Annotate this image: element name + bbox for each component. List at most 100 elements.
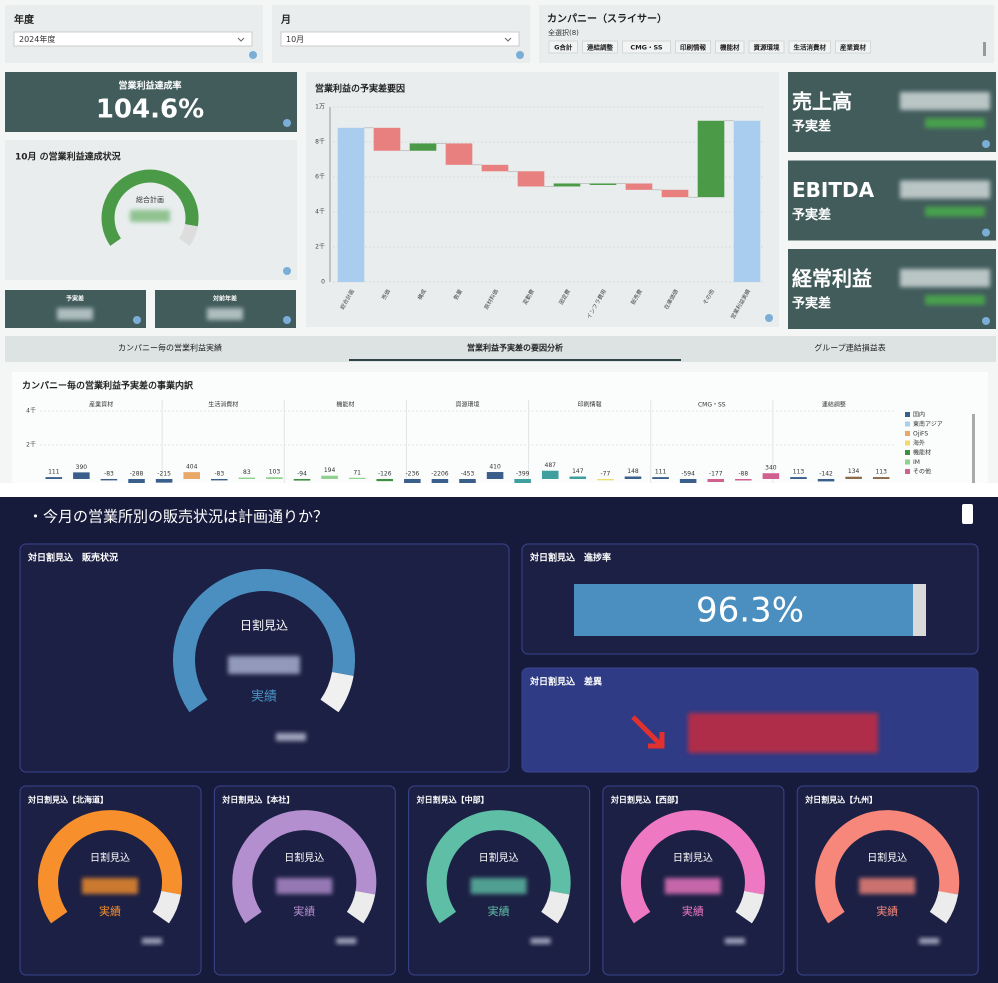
y-tick-label: 6千 [315,173,325,181]
gauge-rest [152,890,181,924]
legend-label: OjiFS [913,431,928,438]
gauge-arc [173,569,356,713]
blurred-value [900,269,990,287]
data-label: 83 [243,469,251,476]
facet-header: 産業資材 [89,401,113,409]
panel [5,336,996,362]
progress-value: 96.3% [696,591,804,631]
slicer-chip[interactable] [715,40,745,54]
legend-swatch [905,450,910,455]
bar [762,473,780,479]
filter-label: 年度 [14,13,35,26]
panel-title: 対日割見込 進捗率 [529,552,611,564]
card-title: 経常利益 [792,267,872,291]
info-icon [516,51,524,59]
dropdown[interactable] [280,31,520,47]
gauge-target-label: 日割見込 [240,618,288,633]
dropdown-value: 10月 [286,35,304,44]
data-label: 147 [572,468,584,475]
data-label: 390 [76,464,88,471]
y-tick-label: 0 [321,279,325,286]
scrollbar [983,42,986,56]
chart-title: 営業利益の予実差要因 [315,83,405,95]
bar [376,479,394,482]
data-label: 111 [655,469,667,476]
card-title: 対前年差 [212,295,237,303]
waterfall-bar [625,183,653,190]
legend-label: 海外 [913,439,925,447]
blurred-value [336,938,357,944]
bar [45,477,63,479]
dropdown-chevron [504,37,512,42]
blurred-value [82,878,138,894]
slicer-chip-label: 印刷情報 [680,43,707,52]
slicer-chip[interactable] [548,40,578,54]
data-label: -142 [819,471,833,478]
dropdown-chevron [237,37,245,42]
gauge-actual-label: 実績 [682,904,704,918]
legend-swatch [905,421,910,427]
info-icon [982,317,990,325]
scroll-toggle[interactable] [962,504,973,524]
panel-title: 対日割見込【西部】 [610,795,683,805]
bar [100,479,118,481]
data-label: 111 [48,469,60,476]
bar [541,470,559,479]
slicer-chip[interactable] [622,40,671,54]
blurred-value [688,713,878,753]
info-icon [283,119,291,127]
bar [707,479,724,483]
card-title: 売上高 [792,90,852,114]
blurred-value [900,92,990,110]
dropdown[interactable] [13,31,253,47]
gauge-arc [426,810,571,924]
gauge-target-label: 日割見込 [284,851,324,864]
gauge-arc [620,810,765,924]
info-icon [765,314,773,322]
gauge-rest [735,890,764,924]
data-label: 103 [269,469,281,476]
data-label: -2206 [431,471,449,478]
data-label: -83 [214,471,224,478]
blurred-value [664,878,721,894]
filter-label: カンパニー（スライサー） [547,12,667,25]
bar [845,476,862,479]
bar [486,472,504,479]
bar [431,479,449,483]
gauge-label: 総合計画 [136,195,164,204]
waterfall-bar [409,143,437,151]
bar-chart: 産業資材 生活消費材 機能材 資源環境 印刷情報 CMG・SS 連結調整 2千 4千 111 390… [26,400,895,483]
tab: グループ連結損益表 [814,343,886,353]
bar [183,472,200,479]
blurred-value [925,295,985,305]
data-label: 71 [353,469,361,476]
gauge-arc [38,810,182,924]
slicer-chip[interactable] [748,40,785,54]
panel-title: 対日割見込【中部】 [416,795,489,805]
filter-label: 月 [280,14,291,26]
slicer-chip[interactable] [582,40,618,54]
bar [404,479,421,483]
gauge-target-label: 日割見込 [867,851,907,864]
bar [293,479,311,481]
gauge-rest [346,890,376,924]
slicer-chip-label: 生活消費材 [794,43,827,52]
panel [5,72,297,132]
data-label: 113 [793,469,805,476]
blurred-value [919,938,940,944]
bar [348,477,366,479]
slicer-chip[interactable] [788,40,831,54]
y-tick-label: 2千 [315,243,325,251]
y-tick-label: 4千 [26,407,36,415]
bar [155,479,173,483]
bar [872,477,890,479]
panel [788,160,996,241]
slicer-chip[interactable] [675,40,711,54]
dropdown-value: 2024年度 [19,34,55,44]
data-label: 340 [765,465,777,472]
chart-title: カンパニー毎の営業利益予実差の事業内訳 [22,380,194,392]
waterfall-bar [445,143,473,165]
blurred-value [142,938,162,944]
slicer-chip[interactable] [835,40,871,54]
legend-swatch [905,469,910,474]
